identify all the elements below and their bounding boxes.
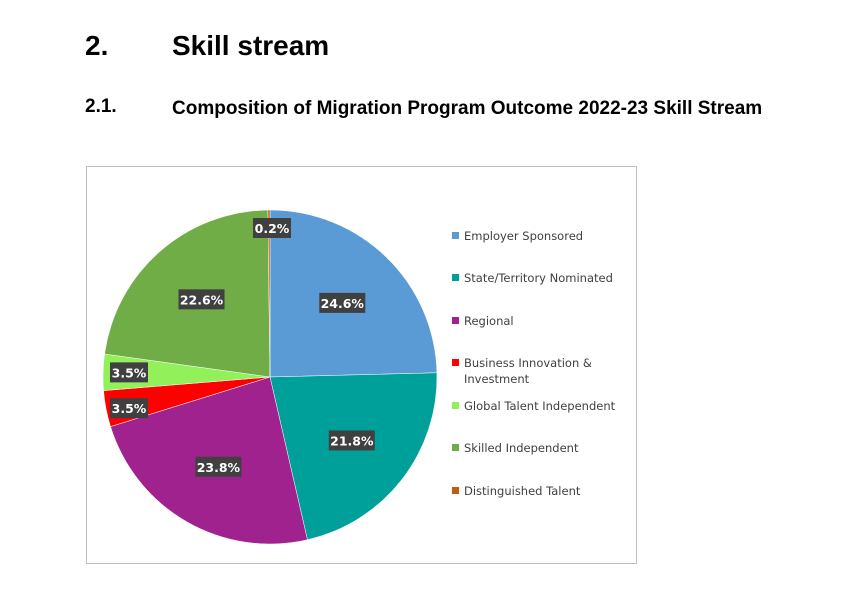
legend-label: Business Innovation & Investment bbox=[464, 356, 592, 386]
data-label-6: 0.2% bbox=[253, 218, 291, 238]
legend-label: Regional bbox=[464, 314, 514, 328]
svg-text:0.2%: 0.2% bbox=[255, 221, 290, 236]
subsection-number: 2.1. bbox=[85, 96, 117, 117]
pie-slice-1 bbox=[269, 372, 438, 541]
legend-swatch bbox=[452, 487, 459, 494]
legend-label: Distinguished Talent bbox=[464, 484, 581, 498]
legend-label: Global Talent Independent bbox=[464, 399, 616, 413]
data-label-1: 21.8% bbox=[328, 430, 375, 451]
legend-label: State/Territory Nominated bbox=[464, 271, 613, 285]
svg-text:3.5%: 3.5% bbox=[112, 365, 147, 380]
legend-item-4: Global Talent Independent bbox=[452, 398, 615, 414]
section-title: Skill stream bbox=[172, 30, 330, 61]
svg-text:21.8%: 21.8% bbox=[330, 433, 374, 448]
section-number: 2. bbox=[85, 30, 109, 61]
svg-text:3.5%: 3.5% bbox=[112, 401, 147, 416]
legend-swatch bbox=[452, 402, 459, 409]
subsection-title: Composition of Migration Program Outcome… bbox=[172, 98, 763, 119]
svg-text:22.6%: 22.6% bbox=[180, 292, 224, 307]
data-label-2: 23.8% bbox=[195, 456, 242, 477]
data-label-0: 24.6% bbox=[319, 292, 366, 313]
legend-swatch bbox=[452, 359, 459, 366]
legend-item-0: Employer Sponsored bbox=[452, 228, 583, 244]
legend-swatch bbox=[452, 317, 459, 324]
legend-item-6: Distinguished Talent bbox=[452, 483, 580, 499]
pie-slice-6 bbox=[267, 209, 271, 378]
legend-swatch bbox=[452, 444, 459, 451]
legend-item-2: Regional bbox=[452, 313, 514, 329]
data-label-4: 3.5% bbox=[110, 362, 148, 383]
data-label-5: 22.6% bbox=[178, 289, 225, 310]
legend-label: Skilled Independent bbox=[464, 441, 579, 455]
legend-item-1: State/Territory Nominated bbox=[452, 270, 613, 286]
svg-text:24.6%: 24.6% bbox=[321, 296, 365, 311]
legend-item-5: Skilled Independent bbox=[452, 440, 578, 456]
svg-text:23.8%: 23.8% bbox=[197, 460, 241, 475]
legend-label: Employer Sponsored bbox=[464, 229, 584, 243]
legend-swatch bbox=[452, 232, 459, 239]
legend-item-3: Business Innovation & Investment bbox=[452, 355, 599, 387]
data-label-3: 3.5% bbox=[110, 398, 148, 419]
legend-swatch bbox=[452, 274, 459, 281]
